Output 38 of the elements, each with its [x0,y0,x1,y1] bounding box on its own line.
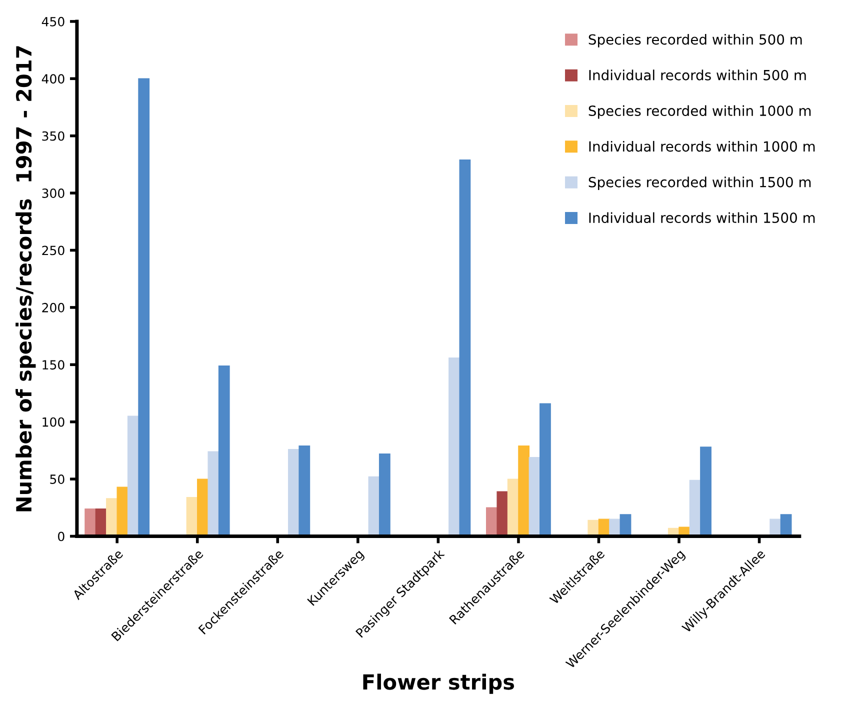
bar [127,416,139,536]
bar [459,160,471,536]
bar [620,514,632,536]
bar [208,451,220,536]
bar [378,454,390,536]
legend-label: Individual records within 1500 m [589,212,815,224]
bar [518,446,530,536]
legend-label: Individual records within 1000 m [589,140,815,152]
y-tick-label: 0 [58,532,64,542]
x-axis-title: Flower strips [363,674,514,694]
bar [700,446,712,536]
legend-label: Species recorded within 1500 m [588,176,811,190]
y-tick-label: 450 [42,16,64,26]
y-tick-label: 50 [50,474,64,484]
bar [448,357,460,536]
bar [540,403,551,536]
bar [84,508,96,536]
legend-label: Individual records within 500 m [589,70,806,80]
y-tick-label: 300 [42,188,64,198]
y-tick-label: 250 [42,246,64,256]
bar [197,478,208,536]
y-tick-label: 400 [42,74,64,84]
bar [780,514,792,536]
bar [496,491,508,536]
bar [138,78,150,536]
y-tick-label: 200 [42,302,64,312]
bar [298,446,310,536]
legend-label: Species recorded within 1000 m [588,105,811,119]
y-tick-label: 350 [42,131,64,141]
bar [288,448,300,536]
y-axis-title: Number of species/records 1997 - 2017 [16,46,36,512]
bar [507,478,519,536]
bar [218,365,230,536]
y-tick-label: 100 [42,417,64,427]
bar [116,486,128,536]
legend-label: Species recorded within 500 m [588,34,802,48]
y-tick-label: 150 [42,360,64,370]
bar [528,456,540,536]
